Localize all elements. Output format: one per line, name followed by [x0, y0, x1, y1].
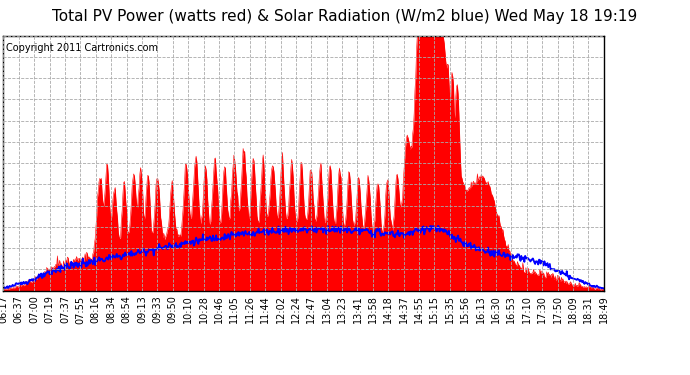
Text: Total PV Power (watts red) & Solar Radiation (W/m2 blue) Wed May 18 19:19: Total PV Power (watts red) & Solar Radia… — [52, 9, 638, 24]
Text: Copyright 2011 Cartronics.com: Copyright 2011 Cartronics.com — [6, 43, 159, 53]
